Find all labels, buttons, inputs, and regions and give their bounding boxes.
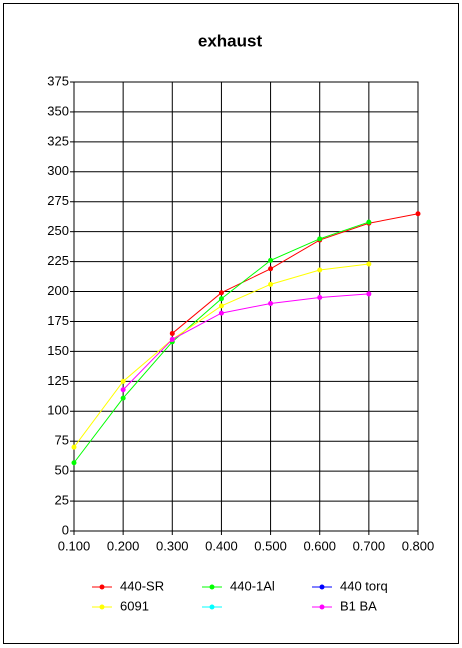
x-tick-label: 0.500 bbox=[254, 538, 287, 553]
legend-marker bbox=[99, 604, 105, 610]
y-tick-label: 125 bbox=[47, 373, 69, 388]
series-line bbox=[171, 213, 419, 334]
data-point bbox=[268, 257, 274, 263]
x-tick-label: 0.700 bbox=[353, 538, 386, 553]
legend-label: 6091 bbox=[120, 598, 149, 613]
y-tick-label: 225 bbox=[47, 253, 69, 268]
legend-marker bbox=[209, 604, 215, 610]
data-point bbox=[71, 460, 77, 466]
y-tick-label: 25 bbox=[55, 493, 69, 508]
data-point bbox=[120, 395, 126, 401]
x-tick-label: 0.600 bbox=[303, 538, 336, 553]
y-tick-label: 350 bbox=[47, 103, 69, 118]
y-tick-label: 100 bbox=[47, 403, 69, 418]
data-point bbox=[317, 267, 323, 273]
data-point bbox=[218, 290, 224, 296]
data-point bbox=[317, 236, 323, 242]
legend-label: B1 BA bbox=[340, 598, 377, 613]
data-point bbox=[169, 330, 175, 336]
x-tick-label: 0.400 bbox=[205, 538, 238, 553]
legend-label: 440 torq bbox=[340, 578, 388, 593]
y-tick-label: 175 bbox=[47, 313, 69, 328]
x-tick-label: 0.300 bbox=[156, 538, 189, 553]
data-point bbox=[366, 291, 372, 297]
plot-area bbox=[73, 81, 419, 532]
data-point bbox=[268, 281, 274, 287]
y-tick-label: 0 bbox=[62, 522, 69, 537]
y-tick-label: 325 bbox=[47, 133, 69, 148]
x-tick-label: 0.800 bbox=[402, 538, 435, 553]
data-point bbox=[268, 266, 274, 272]
chart-title: exhaust bbox=[198, 31, 263, 50]
y-tick-label: 375 bbox=[47, 73, 69, 88]
legend-label: 440-SR bbox=[120, 578, 164, 593]
y-tick-label: 150 bbox=[47, 343, 69, 358]
y-tick-label: 50 bbox=[55, 463, 69, 478]
x-tick-label: 0.100 bbox=[58, 538, 91, 553]
x-tick-label: 0.200 bbox=[107, 538, 140, 553]
y-tick-label: 275 bbox=[47, 193, 69, 208]
data-point bbox=[366, 219, 372, 225]
y-tick-label: 200 bbox=[47, 283, 69, 298]
data-point bbox=[317, 295, 323, 301]
data-point bbox=[218, 303, 224, 309]
y-tick-label: 300 bbox=[47, 163, 69, 178]
legend-marker bbox=[209, 584, 215, 590]
data-point bbox=[169, 336, 175, 342]
data-point bbox=[415, 211, 421, 217]
data-point bbox=[366, 261, 372, 267]
y-tick-label: 75 bbox=[55, 433, 69, 448]
legend-marker bbox=[319, 584, 325, 590]
data-point bbox=[120, 378, 126, 384]
data-point bbox=[218, 296, 224, 302]
data-point bbox=[268, 301, 274, 307]
data-point bbox=[71, 444, 77, 450]
series-line bbox=[122, 293, 369, 391]
y-tick-label: 250 bbox=[47, 223, 69, 238]
data-point bbox=[218, 310, 224, 316]
legend-marker bbox=[319, 604, 325, 610]
legend-label: 440-1Al bbox=[230, 578, 275, 593]
data-point bbox=[120, 387, 126, 393]
legend-marker bbox=[99, 584, 105, 590]
